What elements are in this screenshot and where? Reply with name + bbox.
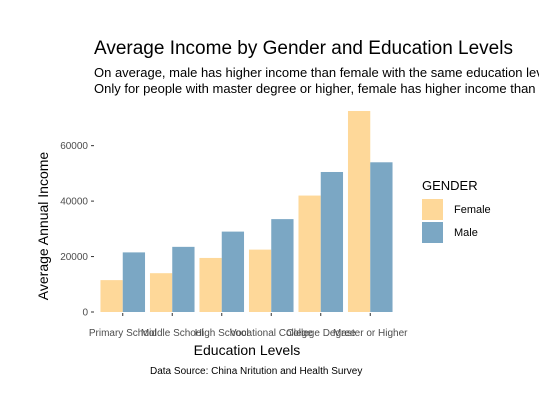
legend-title: GENDER (422, 178, 478, 193)
chart-title: Average Income by Gender and Education L… (94, 38, 513, 59)
x-tick-label-3: Vocational College (230, 328, 313, 339)
y-axis: 0 20000 40000 60000 (60, 141, 94, 319)
legend-key-female (422, 199, 443, 220)
y-axis-title: Average Annual Income (35, 152, 51, 301)
bar-male-0 (122, 252, 146, 312)
legend-label-male: Male (454, 227, 478, 239)
legend: GENDER Female Male (422, 178, 491, 243)
x-tick-label-2: High School (195, 328, 249, 339)
bar-male-4 (320, 171, 344, 312)
x-tick-label-0: Primary School (89, 328, 157, 339)
bar-male-2 (221, 231, 245, 312)
bar-female-5 (347, 111, 371, 312)
bar-female-4 (298, 195, 321, 312)
bar-female-0 (100, 280, 123, 312)
bar-female-1 (149, 273, 173, 312)
y-tick-label-1: 20000 (60, 252, 88, 263)
y-tick-label-3: 60000 (60, 141, 88, 152)
x-tick-label-5: Master or Higher (333, 328, 408, 339)
bar-male-3 (271, 219, 294, 312)
y-tick-label-2: 40000 (60, 197, 88, 208)
bar-male-5 (370, 162, 393, 312)
bar-male-1 (172, 246, 195, 312)
x-tick-label-4: College Degree (286, 328, 356, 339)
bar-female-3 (248, 249, 272, 312)
chart-caption: Data Source: China Nritution and Health … (150, 366, 362, 377)
chart-subtitle-line-2: Only for people with master degree or hi… (94, 81, 539, 96)
chart-subtitle-line-1: On average, male has higher income than … (94, 65, 539, 80)
plot-area (100, 111, 393, 312)
x-axis-title: Education Levels (194, 342, 301, 358)
y-tick-label-0: 0 (82, 308, 88, 319)
x-tick-label-1: Middle School (141, 328, 204, 339)
bar-female-2 (199, 257, 222, 312)
legend-key-male (422, 222, 443, 243)
legend-label-female: Female (454, 204, 491, 216)
